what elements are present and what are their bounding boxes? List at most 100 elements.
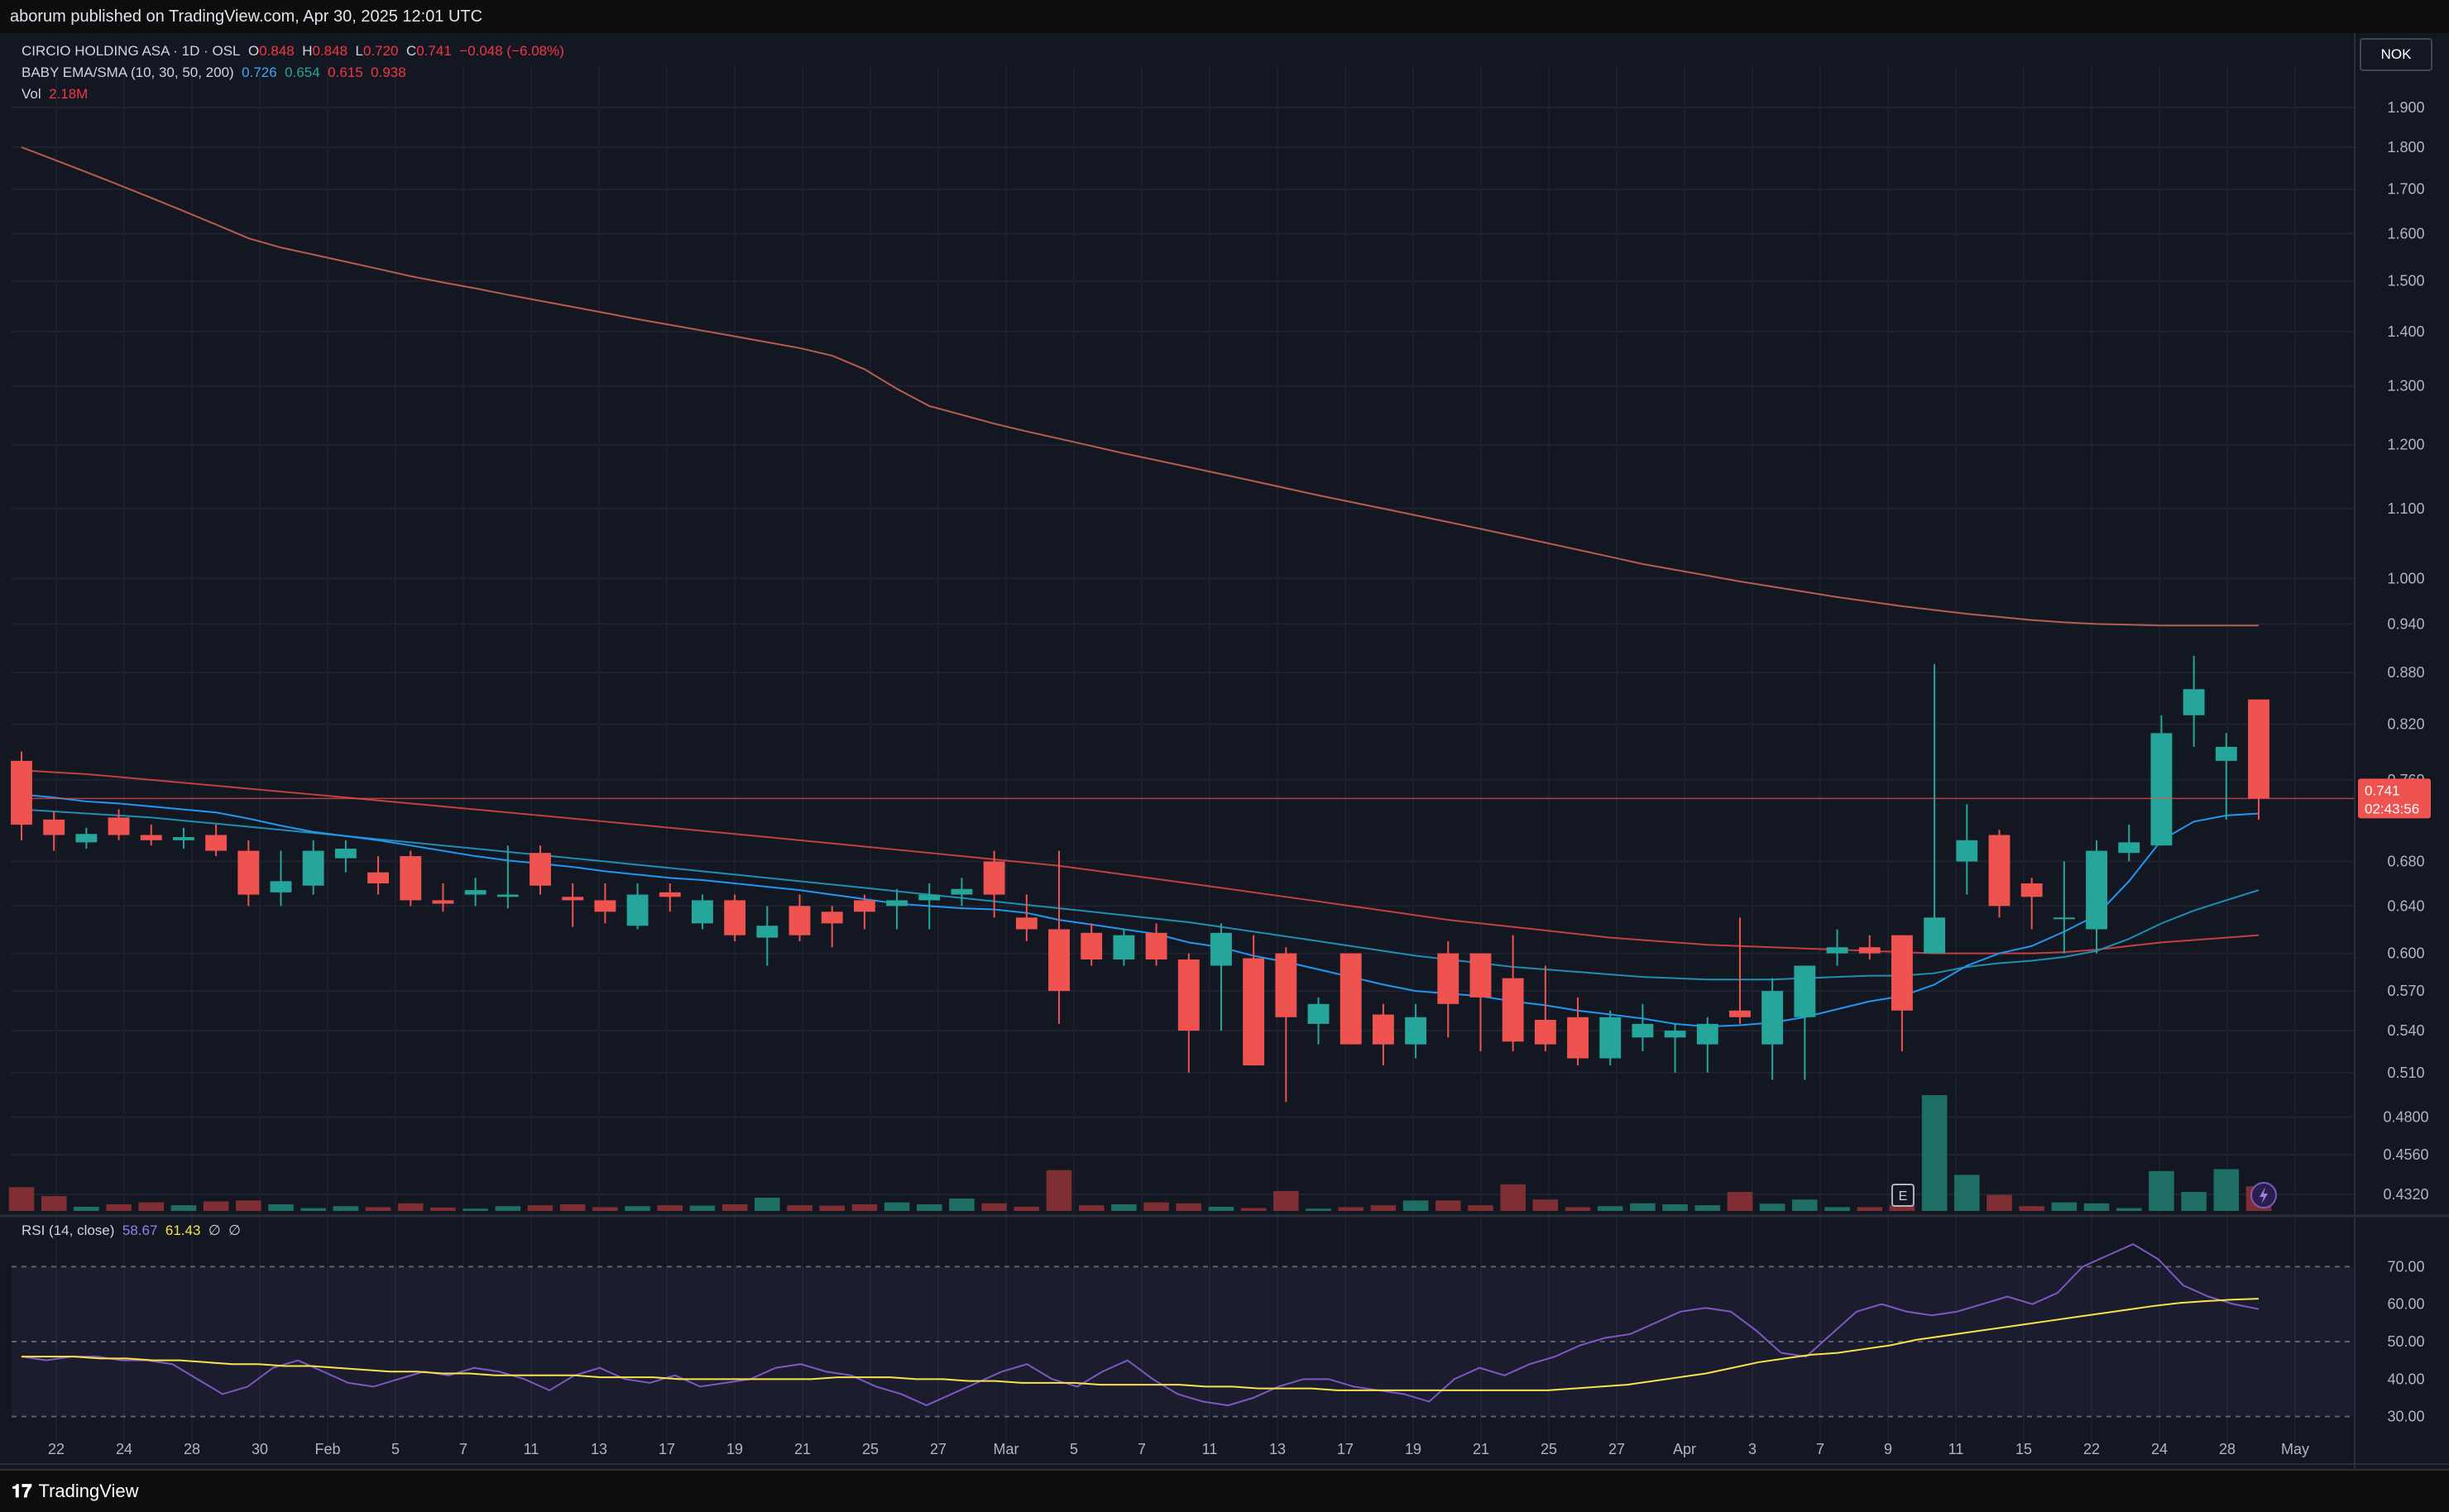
ma50-value: 0.615 [328,65,363,80]
price-chart[interactable]: 1.900 1.800 1.700 1.600 1.500 1.400 1.300 1.200… [0,33,2449,1469]
volume-bar [8,1187,35,1211]
volume-bar [170,1205,197,1211]
candle-body [562,897,584,901]
volume-label: Vol [22,86,41,102]
time-tick-label: 28 [184,1441,200,1457]
price-tick-label: 0.540 [2387,1022,2424,1039]
volume-bar [365,1207,391,1211]
candle-body [1858,947,1881,954]
price-tick-label: 0.4320 [2383,1186,2428,1203]
tradingview-logo[interactable]: 𝟏𝟕 TradingView [12,1481,139,1502]
volume-bar [2116,1208,2142,1211]
volume-bar [300,1208,326,1211]
volume-bar [1565,1207,1591,1211]
ma30-value: 0.654 [285,65,320,80]
publisher-text: aborum published on TradingView.com, Apr… [10,7,483,26]
time-tick-label: 28 [2219,1441,2236,1457]
candle-body [75,834,98,843]
rsi-ma-value: 61.43 [165,1223,201,1238]
time-tick-label: 19 [726,1441,743,1457]
volume-bar [1727,1192,1753,1211]
last-price-value: 0.741 [2365,782,2400,798]
time-tick-label: 7 [459,1441,467,1457]
currency-button[interactable]: NOK [2360,38,2432,71]
volume-bar [495,1206,521,1211]
time-tick-label: 22 [2083,1441,2100,1457]
candle-body [1599,1017,1622,1059]
candle-body [1372,1014,1394,1045]
time-tick-label: 19 [1405,1441,1421,1457]
open-label: O [247,43,260,59]
time-tick-label: 30 [252,1441,268,1457]
candle-body [788,906,811,935]
time-tick-label: 5 [391,1441,400,1457]
volume-bar [527,1205,554,1211]
price-tick-label: 0.4560 [2383,1146,2428,1163]
volume-bar [657,1205,683,1211]
low-value: 0.720 [362,43,399,59]
volume-bar [2181,1192,2207,1211]
price-tick-label: 1.100 [2387,500,2424,517]
volume-bar [916,1203,942,1211]
time-tick-label: 24 [116,1441,132,1457]
volume-bar [106,1203,132,1211]
volume-bar [1111,1203,1137,1211]
time-tick-label: 13 [591,1441,607,1457]
candle-body [530,853,551,886]
volume-bar [2213,1169,2240,1211]
volume-bar [397,1203,424,1211]
tradingview-logo-icon: 𝟏𝟕 [12,1481,32,1502]
volume-bar [1468,1205,1493,1211]
candle-body [886,900,908,907]
candle-body [270,881,292,892]
time-tick-label: 7 [1816,1441,1824,1457]
last-price-countdown: 02:43:56 [2365,801,2419,816]
chart-background [0,33,2449,1469]
time-tick-label: 27 [1608,1441,1625,1457]
ma-legend: BABY EMA/SMA (10, 30, 50, 200) 0.726 0.6… [22,65,406,81]
candle-body [464,890,486,895]
time-tick-label: 17 [659,1441,675,1457]
ma30-line [21,808,2260,981]
volume-bar [203,1201,229,1211]
volume-bar [689,1205,716,1211]
price-tick-label: 0.880 [2387,664,2424,681]
earnings-marker [1891,1184,1915,1207]
ma200-value: 0.938 [371,65,406,80]
tradingview-brand: TradingView [38,1481,139,1501]
time-tick-label: Mar [994,1441,1019,1457]
candle-body [2118,842,2140,854]
open-value: 0.848 [259,43,295,59]
volume-bar [1402,1200,1429,1211]
volume-bar [2051,1202,2078,1211]
volume-bar [430,1207,456,1211]
publisher-bar: aborum published on TradingView.com, Apr… [0,0,2449,35]
volume-bar [1078,1205,1105,1211]
time-tick-label: Feb [314,1441,340,1457]
candle-body [140,835,162,840]
candle-body [1048,929,1070,992]
volume-bar [1857,1207,1883,1211]
low-label: L [355,43,363,59]
candle-body [724,900,746,935]
rsi-tick-label: 30.00 [2387,1409,2424,1425]
volume-bar [41,1196,67,1211]
rsi-tick-label: 50.00 [2387,1333,2424,1350]
price-tick-label: 1.700 [2387,181,2424,198]
price-tick-label: 0.680 [2387,854,2424,870]
volume-bar [949,1199,975,1211]
price-axis-bg [2355,33,2449,1469]
volume-bar [1759,1203,1785,1211]
time-tick-label: 9 [1884,1441,1892,1457]
rsi-na-1: ∅ [208,1223,221,1238]
time-tick-label: 25 [1541,1441,1557,1457]
volume-bar [1435,1200,1461,1211]
volume-bar [1176,1203,1202,1211]
ma50-line [21,769,2260,955]
time-tick-label: 13 [1269,1441,1286,1457]
volume-bar [1662,1203,1688,1211]
volume-bar [819,1205,845,1211]
candle-body [2150,733,2173,846]
candle-body [626,894,649,926]
candle-body [1177,959,1200,1031]
